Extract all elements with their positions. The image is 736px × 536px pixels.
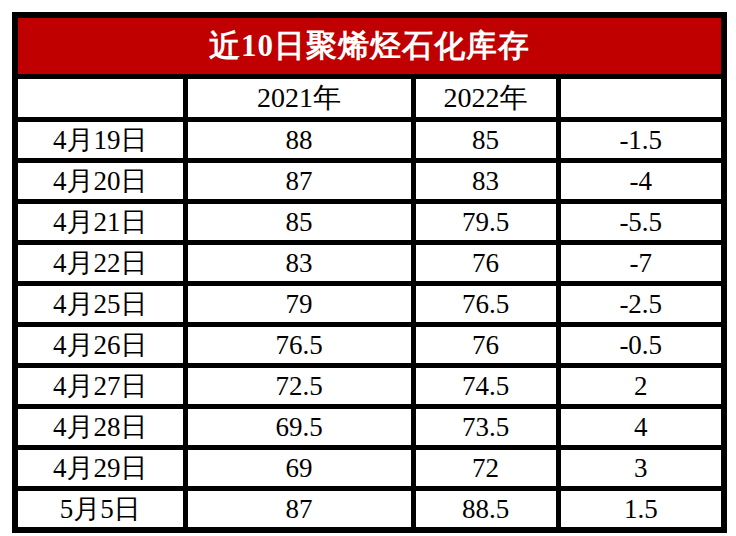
table-title: 近10日聚烯烃石化库存 — [15, 15, 724, 77]
date-cell: 4月19日 — [15, 120, 185, 161]
table-row: 4月29日 69 72 3 — [15, 448, 724, 489]
date-cell: 4月22日 — [15, 243, 185, 284]
table-row: 4月21日 85 79.5 -5.5 — [15, 202, 724, 243]
value-2022-cell: 76.5 — [413, 284, 558, 325]
date-cell: 4月27日 — [15, 366, 185, 407]
value-2022-cell: 88.5 — [413, 489, 558, 531]
value-2022-cell: 76 — [413, 243, 558, 284]
value-2021-cell: 72.5 — [185, 366, 413, 407]
diff-header-empty-cell — [558, 77, 724, 120]
corner-empty-cell — [15, 77, 185, 120]
table-row: 5月5日 87 88.5 1.5 — [15, 489, 724, 531]
table-row: 4月27日 72.5 74.5 2 — [15, 366, 724, 407]
value-2022-cell: 72 — [413, 448, 558, 489]
column-header-row: 2021年 2022年 — [15, 77, 724, 120]
column-header-2022: 2022年 — [413, 77, 558, 120]
value-2021-cell: 83 — [185, 243, 413, 284]
value-2021-cell: 87 — [185, 161, 413, 202]
date-cell: 4月25日 — [15, 284, 185, 325]
value-2021-cell: 76.5 — [185, 325, 413, 366]
table-row: 4月25日 79 76.5 -2.5 — [15, 284, 724, 325]
date-cell: 4月26日 — [15, 325, 185, 366]
diff-cell: 3 — [558, 448, 724, 489]
diff-cell: -0.5 — [558, 325, 724, 366]
diff-cell: -4 — [558, 161, 724, 202]
value-2022-cell: 74.5 — [413, 366, 558, 407]
title-row: 近10日聚烯烃石化库存 — [15, 15, 724, 77]
value-2022-cell: 83 — [413, 161, 558, 202]
date-cell: 4月28日 — [15, 407, 185, 448]
value-2021-cell: 88 — [185, 120, 413, 161]
table-row: 4月26日 76.5 76 -0.5 — [15, 325, 724, 366]
diff-cell: -2.5 — [558, 284, 724, 325]
diff-cell: -5.5 — [558, 202, 724, 243]
date-cell: 5月5日 — [15, 489, 185, 531]
value-2022-cell: 79.5 — [413, 202, 558, 243]
table-row: 4月22日 83 76 -7 — [15, 243, 724, 284]
table-row: 4月20日 87 83 -4 — [15, 161, 724, 202]
value-2022-cell: 73.5 — [413, 407, 558, 448]
diff-cell: -1.5 — [558, 120, 724, 161]
value-2022-cell: 85 — [413, 120, 558, 161]
table-row: 4月28日 69.5 73.5 4 — [15, 407, 724, 448]
diff-cell: 2 — [558, 366, 724, 407]
diff-cell: 1.5 — [558, 489, 724, 531]
value-2021-cell: 69 — [185, 448, 413, 489]
inventory-table: 近10日聚烯烃石化库存 2021年 2022年 4月19日 88 85 -1.5… — [12, 12, 727, 533]
date-cell: 4月21日 — [15, 202, 185, 243]
table-row: 4月19日 88 85 -1.5 — [15, 120, 724, 161]
value-2022-cell: 76 — [413, 325, 558, 366]
value-2021-cell: 79 — [185, 284, 413, 325]
value-2021-cell: 85 — [185, 202, 413, 243]
date-cell: 4月20日 — [15, 161, 185, 202]
value-2021-cell: 87 — [185, 489, 413, 531]
column-header-2021: 2021年 — [185, 77, 413, 120]
diff-cell: 4 — [558, 407, 724, 448]
diff-cell: -7 — [558, 243, 724, 284]
date-cell: 4月29日 — [15, 448, 185, 489]
value-2021-cell: 69.5 — [185, 407, 413, 448]
